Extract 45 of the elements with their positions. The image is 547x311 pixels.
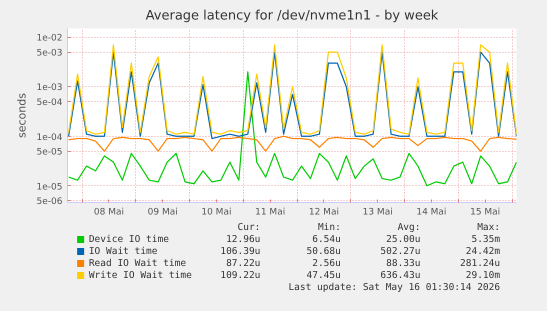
- x-tick-label: 09 Mai: [148, 208, 178, 218]
- y-tick-label: 1e-05: [36, 182, 63, 192]
- x-tick-label: 08 Mai: [94, 208, 124, 218]
- y-tick-label: 5e-03: [36, 48, 63, 59]
- text: Min:: [318, 222, 341, 233]
- text: 281.24u: [460, 258, 500, 269]
- x-tick-label: 12 Mai: [308, 208, 339, 218]
- text: 5.35m: [471, 234, 500, 245]
- text: 109.22u: [220, 270, 260, 281]
- text: Avg:: [398, 222, 420, 233]
- text: 12.96u: [226, 234, 260, 245]
- legend-label: Read IO Wait time: [88, 258, 186, 269]
- x-tick-label: 10 Mai: [201, 208, 232, 218]
- legend-label: Write IO Wait time: [88, 270, 192, 281]
- y-tick-label: 1e-04: [36, 132, 63, 143]
- y-tick-label: 5e-06: [36, 197, 63, 208]
- text: 87.22u: [226, 258, 260, 269]
- y-tick-label: 5e-05: [36, 148, 63, 158]
- x-tick-label: 15 Mai: [470, 208, 500, 218]
- text: 24.42m: [466, 246, 500, 257]
- text: 50.68u: [306, 246, 341, 257]
- y-tick-label: 1e-02: [36, 34, 63, 44]
- line-series: [68, 136, 516, 152]
- legend-label: Device IO time: [88, 234, 170, 245]
- text: Cur:: [238, 222, 260, 233]
- text: 2.56u: [312, 258, 341, 269]
- text: 25.00u: [386, 234, 420, 245]
- legend-label: IO Wait time: [88, 246, 158, 257]
- text: 6.54u: [312, 234, 341, 245]
- line-series: [68, 71, 516, 186]
- text: Max:: [477, 222, 500, 233]
- text: 88.33u: [386, 258, 420, 269]
- y-tick-label: 1e-03: [36, 83, 63, 94]
- text: Last update: Sat May 16 01:30:14 2026: [288, 282, 500, 293]
- text: 636.43u: [380, 270, 420, 281]
- y-tick-label: 5e-04: [36, 98, 63, 108]
- y-axis-title: seconds: [16, 92, 29, 138]
- text: 29.10m: [466, 270, 500, 281]
- text: 106.39u: [220, 246, 260, 257]
- chart-title: Average latency for /dev/nvme1n1 - by week: [146, 8, 439, 24]
- x-tick-label: 11 Mai: [255, 208, 286, 218]
- text: 47.45u: [306, 270, 341, 281]
- text: 502.27u: [380, 246, 420, 257]
- x-tick-label: 14 Mai: [416, 208, 446, 218]
- x-tick-label: 13 Mai: [362, 208, 393, 218]
